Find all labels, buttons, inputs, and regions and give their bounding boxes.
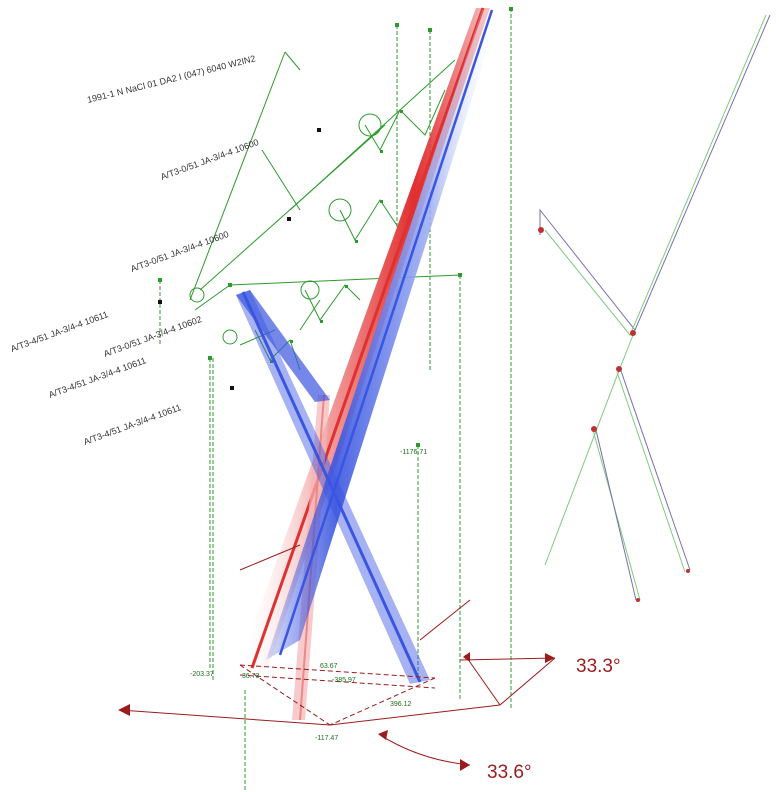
label-1: A/T3-0/51 JA-3/4-4 10600	[159, 137, 260, 182]
black-node-markers	[158, 128, 321, 390]
connector-network	[189, 89, 446, 371]
angle-label-lower: 33.6°	[487, 762, 532, 783]
label-3: A/T3-4/51 JA-3/4-4 10611	[9, 309, 109, 354]
label-2: A/T3-0/51 JA-3/4-4 10600	[129, 229, 230, 274]
dimension-base-bottom: -117.47	[315, 735, 338, 742]
node-markers	[158, 7, 513, 447]
label-0: 1991-1 N NaCl 01 DA2 I (047) 6040 W2IN2	[86, 53, 256, 105]
blue-member-diagonal	[236, 290, 430, 684]
label-leader-lines	[189, 51, 461, 346]
dimension-base-mid: -385.97	[332, 677, 356, 684]
right-line-diagram	[539, 14, 771, 601]
blue-member-main	[266, 9, 500, 660]
red-member-main	[238, 7, 490, 669]
label-4: A/T3-0/51 JA-3/4-4 10602	[102, 314, 203, 359]
dimension-base-right: 396.12	[390, 701, 412, 708]
angle-arrows	[119, 544, 556, 766]
label-5: A/T3-4/51 JA-3/4-4 10611	[47, 355, 147, 400]
right-diagram-nodes	[538, 227, 690, 602]
label-6: A/T3-4/51 JA-3/4-4 10611	[82, 402, 182, 447]
angle-label-upper: 33.3°	[576, 656, 621, 677]
dimension-vertical: -1176.71	[400, 449, 427, 456]
dimension-base-left-b: 36.73	[242, 673, 260, 680]
dimension-base-top: 63.67	[320, 663, 338, 670]
dimension-base-left: -203.37	[190, 671, 214, 678]
arrow-heads	[118, 652, 555, 771]
base-triangle	[239, 664, 436, 726]
